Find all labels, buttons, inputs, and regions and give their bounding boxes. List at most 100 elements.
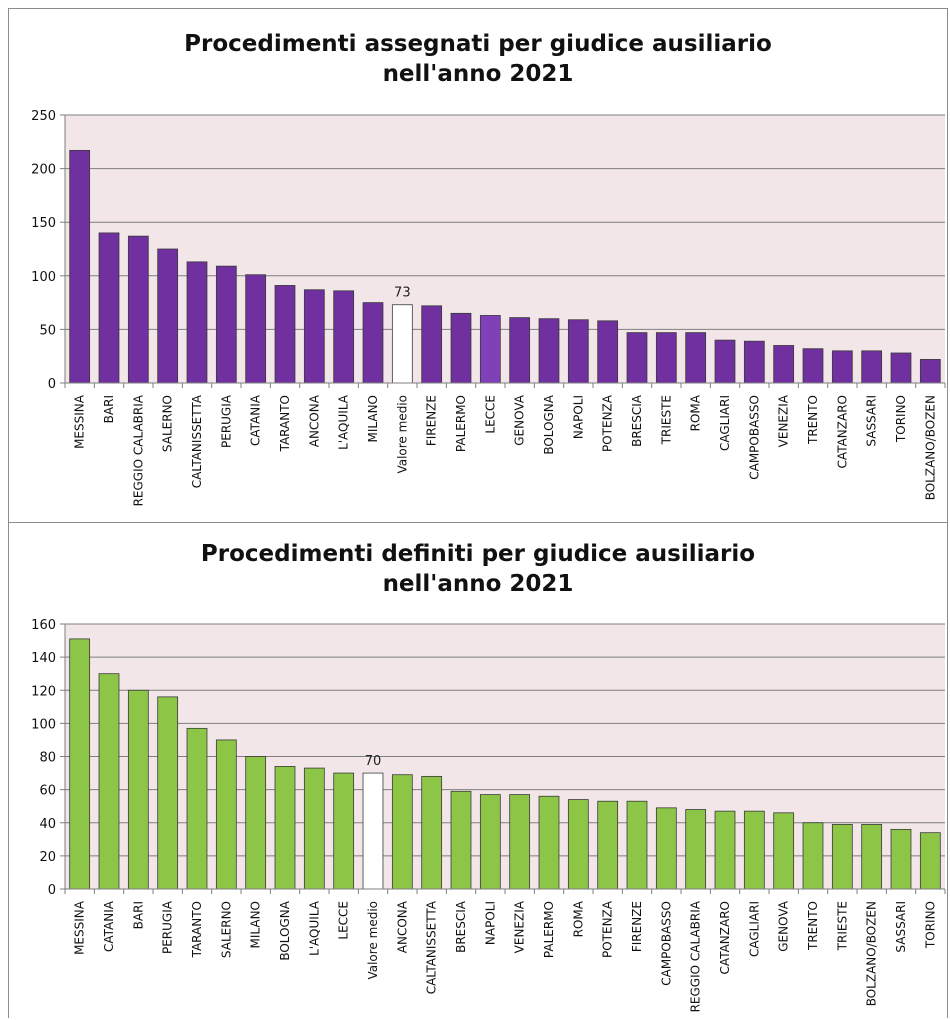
- bar: [802, 348, 824, 384]
- bar: [479, 315, 501, 384]
- bar: [655, 332, 677, 384]
- x-tick-label: GENOVA: [513, 394, 527, 446]
- bar: [333, 290, 355, 384]
- x-tick-label: ROMA: [571, 900, 585, 937]
- x-tick-label: GENOVA: [777, 900, 791, 952]
- bar: [157, 248, 179, 384]
- bar: [421, 775, 443, 890]
- y-tick-label: 60: [39, 784, 56, 799]
- chart-title-line2: nell'anno 2021: [382, 571, 574, 597]
- x-tick-label: CAGLIARI: [718, 395, 732, 451]
- y-tick-label: 0: [48, 883, 56, 898]
- bar: [567, 319, 589, 384]
- x-tick-label: CAGLIARI: [747, 901, 761, 957]
- data-label: 73: [394, 286, 411, 301]
- x-tick-label: CATANIA: [102, 900, 116, 952]
- bar: [890, 828, 912, 890]
- y-tick-label: 50: [39, 323, 56, 338]
- bar: [362, 772, 384, 890]
- bar: [743, 340, 765, 384]
- x-tick-label: CAMPOBASSO: [659, 901, 673, 986]
- x-tick-label: PERUGIA: [161, 900, 175, 954]
- x-tick-label: MESSINA: [73, 900, 87, 955]
- bar: [861, 350, 883, 384]
- x-tick-label: CAMPOBASSO: [747, 395, 761, 480]
- bar: [802, 822, 824, 890]
- bar: [509, 794, 531, 890]
- bar: [655, 807, 677, 890]
- data-label: 70: [365, 754, 382, 769]
- bar: [127, 235, 149, 384]
- x-tick-label: TRENTO: [806, 901, 820, 951]
- x-tick-label: Valore medio: [366, 901, 380, 980]
- x-tick-label: BARI: [131, 901, 145, 929]
- x-tick-label: TORINO: [923, 901, 937, 949]
- x-tick-label: SASSARI: [865, 395, 879, 447]
- x-tick-label: CALTANISSETTA: [190, 394, 204, 488]
- x-tick-label: TRENTO: [806, 395, 820, 445]
- bar: [538, 318, 560, 384]
- bar: [743, 810, 765, 890]
- x-tick-label: TARANTO: [190, 901, 204, 958]
- bar: [890, 352, 912, 384]
- bar: [245, 756, 267, 890]
- x-tick-label: TRIESTE: [659, 395, 673, 445]
- bar: [274, 285, 296, 384]
- bar: [861, 824, 883, 890]
- x-tick-label: REGGIO CALABRIA: [689, 900, 703, 1012]
- bar: [157, 696, 179, 890]
- chart-panel-defined: Procedimenti definiti per giudice ausili…: [8, 522, 948, 1018]
- bar: [303, 289, 325, 384]
- x-tick-label: FIRENZE: [425, 395, 439, 446]
- x-tick-label: L'AQUILA: [307, 900, 321, 956]
- x-tick-label: Valore medio: [395, 395, 409, 474]
- bar: [98, 673, 120, 890]
- chart-panel-assigned: Procedimenti assegnati per giudice ausil…: [8, 8, 948, 523]
- y-tick-label: 250: [31, 109, 56, 124]
- x-tick-label: LECCE: [483, 395, 497, 434]
- x-tick-label: VENEZIA: [777, 394, 791, 447]
- x-tick-label: CATANZARO: [835, 395, 849, 468]
- x-tick-label: ANCONA: [307, 394, 321, 447]
- x-tick-label: ANCONA: [395, 900, 409, 953]
- x-tick-label: LECCE: [337, 901, 351, 940]
- x-tick-label: BRESCIA: [630, 394, 644, 447]
- y-tick-label: 0: [48, 377, 56, 392]
- bar: [538, 795, 560, 890]
- bar: [479, 794, 501, 890]
- bar: [450, 312, 472, 384]
- bar: [626, 800, 648, 890]
- bar: [685, 332, 707, 384]
- x-tick-label: ROMA: [689, 394, 703, 431]
- x-tick-label: BOLOGNA: [278, 900, 292, 960]
- x-tick-label: BARI: [102, 395, 116, 423]
- bar: [597, 320, 619, 384]
- x-tick-label: BOLZANO/BOZEN: [865, 901, 879, 1006]
- bar: [919, 832, 941, 890]
- bar: [450, 790, 472, 890]
- bar: [685, 809, 707, 890]
- bar: [186, 727, 208, 890]
- bar: [69, 638, 91, 890]
- bar: [98, 232, 120, 384]
- y-tick-label: 200: [31, 163, 56, 178]
- bar: [274, 766, 296, 890]
- x-tick-label: NAPOLI: [483, 901, 497, 945]
- x-tick-label: TORINO: [894, 395, 908, 443]
- chart-title-defined: Procedimenti definiti per giudice ausili…: [9, 539, 947, 599]
- bar: [245, 274, 267, 384]
- bar: [303, 767, 325, 890]
- bar: [69, 149, 91, 384]
- bar: [215, 265, 237, 384]
- bar: [831, 350, 853, 384]
- x-tick-label: SASSARI: [894, 901, 908, 953]
- chart-title-line2: nell'anno 2021: [382, 61, 574, 87]
- chart-title-line1: Procedimenti assegnati per giudice ausil…: [184, 31, 772, 57]
- x-tick-label: MILANO: [249, 901, 263, 948]
- x-tick-label: SALERNO: [219, 901, 233, 958]
- bar: [831, 824, 853, 890]
- y-tick-label: 120: [31, 684, 56, 699]
- bar-chart-assigned: 0 50 100 150 200 250 MESSINA BARI REGGIO CALABRI…: [31, 109, 946, 506]
- y-tick-label: 150: [31, 216, 56, 231]
- x-tick-label: BOLZANO/BOZEN: [923, 395, 937, 500]
